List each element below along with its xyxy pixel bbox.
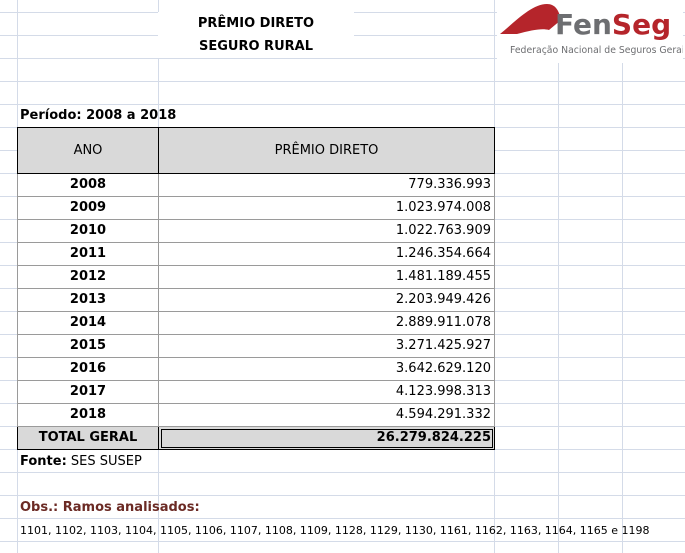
total-value[interactable]: 26.279.824.225 xyxy=(158,426,495,450)
table-row: 2013 2.203.949.426 xyxy=(17,288,495,312)
table-row: 2016 3.642.629.120 xyxy=(17,357,495,381)
column-header-year: ANO xyxy=(17,127,159,174)
year-cell[interactable]: 2011 xyxy=(17,242,159,266)
fenseg-logo: FenSeg Federação Nacional de Seguros Ger… xyxy=(497,0,685,63)
premium-cell[interactable]: 2.203.949.426 xyxy=(158,288,495,312)
year-cell[interactable]: 2016 xyxy=(17,357,159,381)
year-cell[interactable]: 2014 xyxy=(17,311,159,335)
source-label: Fonte: xyxy=(20,454,67,469)
total-label: TOTAL GERAL xyxy=(17,426,159,450)
premium-cell[interactable]: 1.481.189.455 xyxy=(158,265,495,289)
premium-cell[interactable]: 1.022.763.909 xyxy=(158,219,495,243)
fenseg-logo-icon: FenSeg Federação Nacional de Seguros Ger… xyxy=(500,4,685,56)
premium-cell[interactable]: 2.889.911.078 xyxy=(158,311,495,335)
table-row: 2010 1.022.763.909 xyxy=(17,219,495,243)
table-row: 2018 4.594.291.332 xyxy=(17,403,495,427)
column-header-premium: PRÊMIO DIRETO xyxy=(158,127,495,174)
premium-cell[interactable]: 1.246.354.664 xyxy=(158,242,495,266)
grid-row-line xyxy=(0,81,685,82)
table-row: 2008 779.336.993 xyxy=(17,173,495,197)
premium-cell[interactable]: 1.023.974.008 xyxy=(158,196,495,220)
premium-cell[interactable]: 3.642.629.120 xyxy=(158,357,495,381)
premium-table: ANO PRÊMIO DIRETO 2008 779.336.993 2009 1.0… xyxy=(17,127,495,450)
grid-row-line xyxy=(0,518,685,519)
table-row: 2011 1.246.354.664 xyxy=(17,242,495,266)
source-line: Fonte: SES SUSEP xyxy=(20,449,142,472)
premium-cell[interactable]: 3.271.425.927 xyxy=(158,334,495,358)
svg-text:FenSeg: FenSeg xyxy=(555,8,671,41)
period-label: Período: 2008 a 2018 xyxy=(20,108,177,123)
svg-text:Federação Nacional de Seguros: Federação Nacional de Seguros Gerais xyxy=(510,45,683,56)
obs-label: Obs.: Ramos analisados: xyxy=(20,500,200,515)
premium-cell[interactable]: 779.336.993 xyxy=(158,173,495,197)
premium-cell[interactable]: 4.594.291.332 xyxy=(158,403,495,427)
grid-row-line xyxy=(0,495,685,496)
year-cell[interactable]: 2015 xyxy=(17,334,159,358)
obs-codes: 1101, 1102, 1103, 1104, 1105, 1106, 1107… xyxy=(20,524,650,537)
grid-row-line xyxy=(0,472,685,473)
grid-column-line xyxy=(494,0,495,553)
grid-row-line xyxy=(0,104,685,105)
total-row: TOTAL GERAL 26.279.824.225 xyxy=(17,426,495,450)
table-row: 2012 1.481.189.455 xyxy=(17,265,495,289)
grid-row-line xyxy=(0,541,685,542)
premium-cell[interactable]: 4.123.998.313 xyxy=(158,380,495,404)
year-cell[interactable]: 2009 xyxy=(17,196,159,220)
grid-column-line xyxy=(558,0,559,553)
year-cell[interactable]: 2017 xyxy=(17,380,159,404)
year-cell[interactable]: 2013 xyxy=(17,288,159,312)
year-cell[interactable]: 2010 xyxy=(17,219,159,243)
source-value: SES SUSEP xyxy=(70,454,142,469)
year-cell[interactable]: 2012 xyxy=(17,265,159,289)
year-cell[interactable]: 2018 xyxy=(17,403,159,427)
table-row: 2009 1.023.974.008 xyxy=(17,196,495,220)
table-row: 2017 4.123.998.313 xyxy=(17,380,495,404)
grid-row-line xyxy=(0,449,685,450)
grid-column-line xyxy=(622,0,623,553)
table-row: 2014 2.889.911.078 xyxy=(17,311,495,335)
report-subtitle: SEGURO RURAL xyxy=(158,35,354,58)
year-cell[interactable]: 2008 xyxy=(17,173,159,197)
report-title: PRÊMIO DIRETO xyxy=(158,12,354,35)
grid-row-line xyxy=(0,58,685,59)
table-row: 2015 3.271.425.927 xyxy=(17,334,495,358)
table-header: ANO PRÊMIO DIRETO xyxy=(17,127,495,174)
